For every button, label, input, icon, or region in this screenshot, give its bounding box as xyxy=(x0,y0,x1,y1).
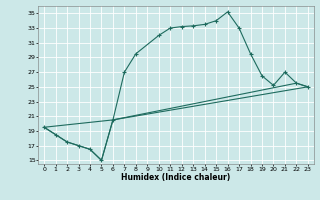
X-axis label: Humidex (Indice chaleur): Humidex (Indice chaleur) xyxy=(121,173,231,182)
